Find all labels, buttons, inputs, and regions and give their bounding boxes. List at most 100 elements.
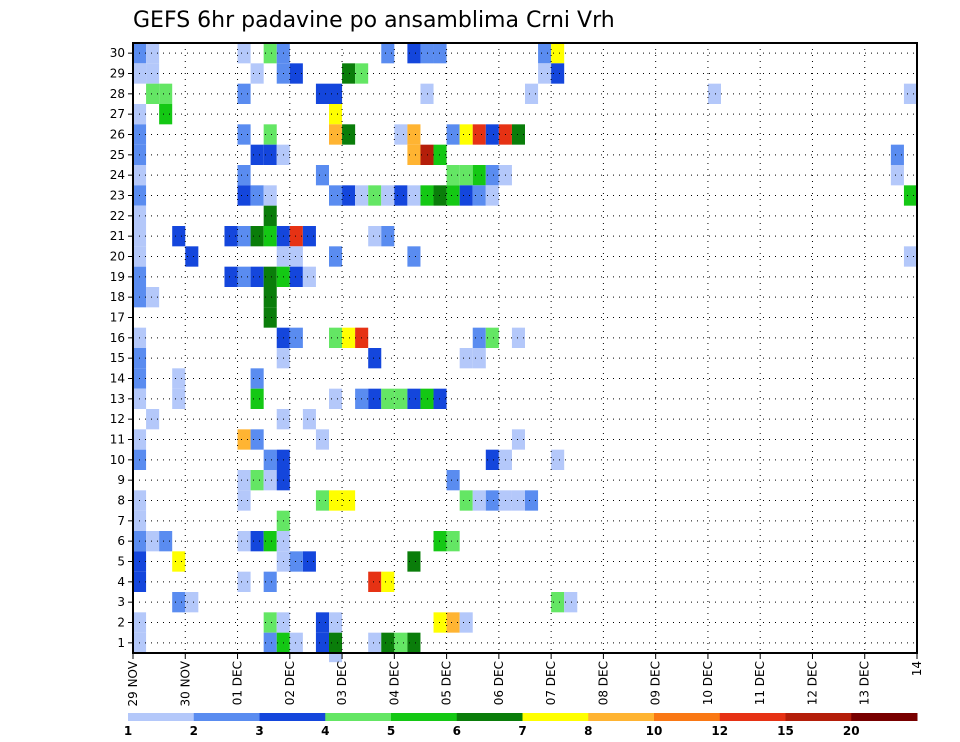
colorbar: 1 2 3 4 5 6 7 8 10 12 15 20 xyxy=(124,713,918,738)
colorbar-swatch xyxy=(325,713,392,721)
heatmap-cell xyxy=(368,632,382,653)
y-tick-label: 14 xyxy=(110,372,125,386)
heatmap-cell xyxy=(237,83,251,104)
heatmap-cell xyxy=(407,144,421,165)
colorbar-label: 10 xyxy=(646,724,663,738)
y-tick-label: 5 xyxy=(117,555,125,569)
y-tick-label: 23 xyxy=(110,189,125,203)
y-tick-label: 30 xyxy=(110,46,125,60)
heatmap-cell xyxy=(407,124,421,145)
y-tick-label: 29 xyxy=(110,67,125,81)
heatmap-cell xyxy=(485,449,499,470)
colorbar-swatch xyxy=(785,713,852,721)
heatmap-cell xyxy=(263,266,277,287)
y-tick-label: 26 xyxy=(110,128,125,142)
heatmap-cell xyxy=(146,43,160,64)
heatmap-cell xyxy=(394,388,408,409)
heatmap-cell xyxy=(237,429,251,450)
heatmap-cell xyxy=(433,612,447,633)
x-tick-label: 05 DEC xyxy=(440,661,454,705)
heatmap-cell xyxy=(538,63,552,84)
heatmap-cell xyxy=(329,124,343,145)
heatmap-cell xyxy=(146,63,160,84)
heatmap-cell xyxy=(263,470,277,491)
heatmap-cell xyxy=(289,327,303,348)
colorbar-label: 12 xyxy=(711,724,728,738)
heatmap-cell xyxy=(368,388,382,409)
heatmap-cell xyxy=(446,185,460,206)
x-tick-label: 30 NOV xyxy=(178,660,192,706)
heatmap-cell xyxy=(250,226,264,247)
heatmap-cell xyxy=(459,348,473,369)
heatmap-cell xyxy=(263,144,277,165)
y-tick-label: 28 xyxy=(110,87,125,101)
y-tick-label: 18 xyxy=(110,290,125,304)
heatmap-cell xyxy=(551,43,565,64)
colorbar-label: 7 xyxy=(518,724,526,738)
colorbar-swatch xyxy=(522,713,589,721)
heatmap-cell xyxy=(289,632,303,653)
heatmap-cell xyxy=(237,470,251,491)
heatmap-cell xyxy=(342,490,356,511)
heatmap-cell xyxy=(263,226,277,247)
y-tick-label: 8 xyxy=(117,494,125,508)
heatmap-cell xyxy=(329,388,343,409)
heatmap-cell xyxy=(407,388,421,409)
heatmap-cell xyxy=(263,307,277,328)
heatmap-cell xyxy=(394,185,408,206)
heatmap-cell xyxy=(485,327,499,348)
heatmap-cell xyxy=(224,226,238,247)
colorbar-swatch xyxy=(456,713,523,721)
heatmap-cell xyxy=(237,124,251,145)
heatmap-cell xyxy=(707,83,721,104)
heatmap-cell xyxy=(237,185,251,206)
heatmap-cell xyxy=(459,165,473,186)
heatmap-cell xyxy=(525,490,539,511)
heatmap-cell xyxy=(551,63,565,84)
colorbar-label: 20 xyxy=(843,724,860,738)
heatmap-cell xyxy=(903,83,917,104)
heatmap-cell xyxy=(472,185,486,206)
heatmap-cell xyxy=(263,43,277,64)
heatmap-cell xyxy=(890,165,904,186)
heatmap-cell xyxy=(263,612,277,633)
colorbar-swatch xyxy=(851,713,918,721)
heatmap-cell xyxy=(446,612,460,633)
y-tick-label: 10 xyxy=(110,453,125,467)
heatmap-cell xyxy=(890,144,904,165)
heatmap-cell xyxy=(329,327,343,348)
y-axis-ticks: 1234567891011121314151617181920212223242… xyxy=(110,46,133,650)
heatmap-cell xyxy=(289,63,303,84)
heatmap-cell xyxy=(250,63,264,84)
heatmap-cell xyxy=(237,165,251,186)
colorbar-label: 3 xyxy=(255,724,263,738)
heatmap-cell xyxy=(381,632,395,653)
heatmap-cell xyxy=(368,571,382,592)
heatmap-cell xyxy=(903,246,917,267)
y-tick-label: 15 xyxy=(110,351,125,365)
heatmap-cell xyxy=(472,327,486,348)
y-tick-label: 25 xyxy=(110,148,125,162)
heatmap-cell xyxy=(224,266,238,287)
heatmap-cell xyxy=(237,266,251,287)
heatmap-cell xyxy=(263,531,277,552)
heatmap-cell xyxy=(263,124,277,145)
heatmap-cell xyxy=(446,470,460,491)
heatmap-cell xyxy=(302,551,316,572)
heatmap-cell xyxy=(329,653,343,663)
heatmap-cell xyxy=(472,124,486,145)
x-tick-label: 06 DEC xyxy=(492,661,506,705)
heatmap-cell xyxy=(564,592,578,613)
y-tick-label: 19 xyxy=(110,270,125,284)
colorbar-label: 8 xyxy=(584,724,592,738)
heatmap-cell xyxy=(551,592,565,613)
heatmap-cell xyxy=(511,327,525,348)
heatmap-cell xyxy=(407,43,421,64)
colorbar-label: 6 xyxy=(453,724,461,738)
heatmap-cell xyxy=(263,571,277,592)
heatmap-cell xyxy=(237,571,251,592)
heatmap-cell xyxy=(472,490,486,511)
heatmap-cell xyxy=(511,429,525,450)
heatmap-cell xyxy=(342,124,356,145)
